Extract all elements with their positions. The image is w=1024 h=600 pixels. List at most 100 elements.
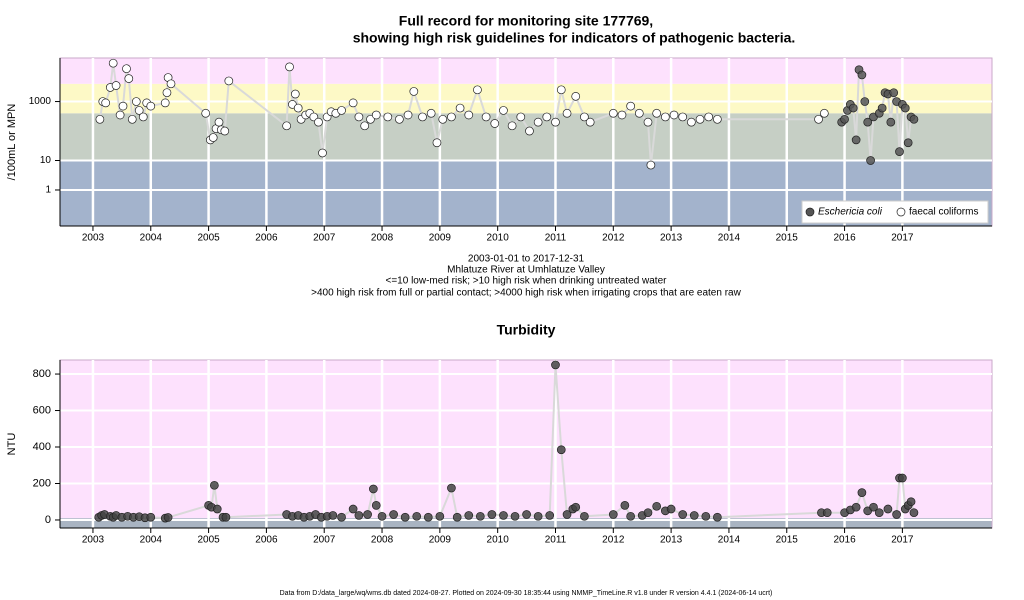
x-tick-label: 2012 <box>602 233 625 244</box>
data-point <box>533 511 543 521</box>
data-point <box>131 97 141 106</box>
data-point <box>643 508 653 518</box>
data-point <box>435 511 445 521</box>
data-point <box>328 511 338 520</box>
data-point <box>898 473 907 483</box>
legend-marker <box>805 207 815 217</box>
data-point <box>464 511 474 520</box>
data-point <box>863 117 873 127</box>
x-tick-label: 2016 <box>833 535 856 546</box>
data-point <box>210 480 219 490</box>
risk-band <box>60 83 992 114</box>
data-point <box>542 112 552 122</box>
data-point <box>285 62 294 72</box>
data-point <box>580 511 589 521</box>
x-tick-label: 2009 <box>429 233 452 244</box>
data-point <box>115 110 125 120</box>
data-point <box>95 114 105 124</box>
x-tick-label: 2012 <box>602 535 625 546</box>
y-tick-label: 10 <box>40 155 52 166</box>
data-point <box>447 112 456 122</box>
x-tick-label: 2003 <box>82 535 105 546</box>
data-point <box>585 117 595 127</box>
data-point <box>122 64 131 74</box>
data-point <box>701 511 711 521</box>
data-point <box>906 497 916 507</box>
data-point <box>660 112 670 122</box>
data-point <box>840 114 849 124</box>
data-point <box>403 110 413 120</box>
data-point <box>507 121 517 131</box>
data-point <box>134 106 144 115</box>
x-tick-label: 2017 <box>891 233 914 244</box>
data-point <box>689 511 699 520</box>
note: <=10 low-med risk; >10 high risk when dr… <box>386 276 668 287</box>
data-point <box>909 508 919 518</box>
data-point <box>224 76 234 86</box>
data-point <box>886 117 896 127</box>
x-tick-label: 2010 <box>487 535 510 546</box>
chart-title: Full record for monitoring site 177769, <box>399 13 653 29</box>
risk-band <box>60 360 992 519</box>
data-point <box>124 74 134 83</box>
x-tick-label: 2016 <box>833 233 856 244</box>
x-tick-label: 2015 <box>776 233 799 244</box>
data-point <box>617 110 627 120</box>
data-point <box>371 110 381 120</box>
data-point <box>883 504 893 514</box>
data-point <box>626 101 635 111</box>
data-point <box>146 101 156 111</box>
data-point <box>869 502 878 512</box>
y-tick-label: 1 <box>45 185 51 196</box>
data-point <box>464 110 474 120</box>
data-point <box>646 160 656 170</box>
data-point <box>814 114 823 124</box>
data-point <box>290 89 300 99</box>
data-point <box>220 126 230 136</box>
legend-box <box>801 200 989 224</box>
x-tick-label: 2007 <box>313 233 336 244</box>
x-tick-label: 2014 <box>718 233 741 244</box>
data-point <box>889 88 899 98</box>
data-point <box>348 98 358 108</box>
data-point <box>208 133 218 142</box>
data-point <box>360 121 370 131</box>
data-point <box>108 58 118 68</box>
data-point <box>146 512 156 522</box>
data-point <box>337 106 346 115</box>
risk-band <box>60 58 992 84</box>
data-point <box>877 103 887 113</box>
data-point <box>626 511 635 521</box>
data-point <box>571 502 581 512</box>
data-point <box>221 512 231 522</box>
data-point <box>652 108 662 118</box>
x-tick-label: 2004 <box>140 233 163 244</box>
x-tick-label: 2006 <box>255 535 278 546</box>
chart-title: Turbidity <box>497 322 556 338</box>
data-point <box>666 504 676 514</box>
note: Mhlatuze River at Umhlatuze Valley <box>447 265 605 276</box>
data-point <box>556 85 566 95</box>
data-point <box>138 112 148 122</box>
data-point <box>562 108 572 118</box>
risk-band <box>60 113 992 161</box>
data-point <box>318 148 327 158</box>
risk-band <box>60 518 992 528</box>
data-point <box>426 108 436 118</box>
data-point <box>678 112 688 122</box>
data-point <box>293 103 303 113</box>
chart-subtitle: showing high risk guidelines for indicat… <box>353 30 796 46</box>
data-point <box>418 112 427 122</box>
data-point <box>634 108 644 118</box>
x-tick-label: 2005 <box>197 535 220 546</box>
y-axis-label: /100mL or MPN <box>6 104 18 181</box>
data-point <box>556 445 566 455</box>
note: 2003-01-01 to 2017-12-31 <box>468 254 585 265</box>
data-point <box>851 502 861 512</box>
x-tick-label: 2006 <box>255 233 278 244</box>
data-point <box>822 508 832 518</box>
data-point <box>545 511 555 520</box>
data-point <box>366 114 375 124</box>
data-point <box>166 79 176 89</box>
data-point <box>160 98 170 108</box>
